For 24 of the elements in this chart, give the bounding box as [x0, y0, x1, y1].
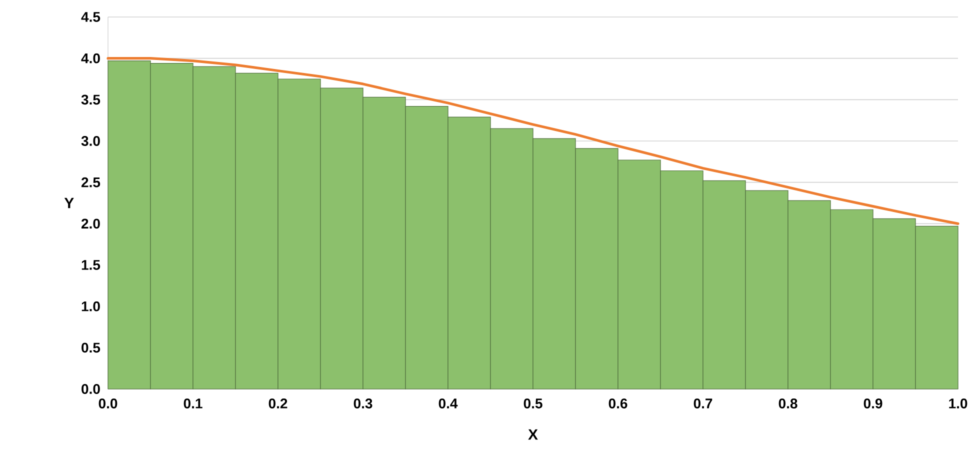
y-axis-title: Y: [64, 198, 74, 208]
y-tick-label: 3.0: [81, 136, 100, 146]
y-tick-label: 4.5: [81, 12, 100, 22]
y-tick-label: 2.5: [81, 177, 100, 188]
x-axis-title: X: [528, 429, 538, 440]
x-tick-label: 0.7: [694, 398, 712, 408]
y-tick-label: 0.5: [82, 342, 100, 353]
y-tick-label: 0.0: [82, 384, 100, 394]
x-tick-label: 0.3: [354, 398, 372, 408]
line-series: [106, 57, 960, 225]
x-tick-label: 0.6: [608, 398, 628, 408]
x-tick-label: 0.5: [524, 398, 542, 408]
y-tick-label: 2.0: [81, 218, 100, 229]
x-tick-label: 0.9: [864, 398, 882, 408]
y-tick-label: 1.0: [82, 301, 100, 312]
x-tick-label: 0.8: [778, 398, 798, 408]
x-tick-label: 0.4: [438, 398, 458, 408]
y-tick-label: 1.5: [82, 260, 100, 270]
x-tick-label: 0.2: [268, 398, 288, 408]
y-tick-label: 3.5: [81, 94, 100, 105]
x-tick-label: 1.0: [949, 398, 968, 408]
y-tick-label: 4.0: [81, 53, 100, 64]
x-tick-label: 0.0: [98, 398, 118, 408]
x-tick-label: 0.1: [184, 398, 202, 408]
